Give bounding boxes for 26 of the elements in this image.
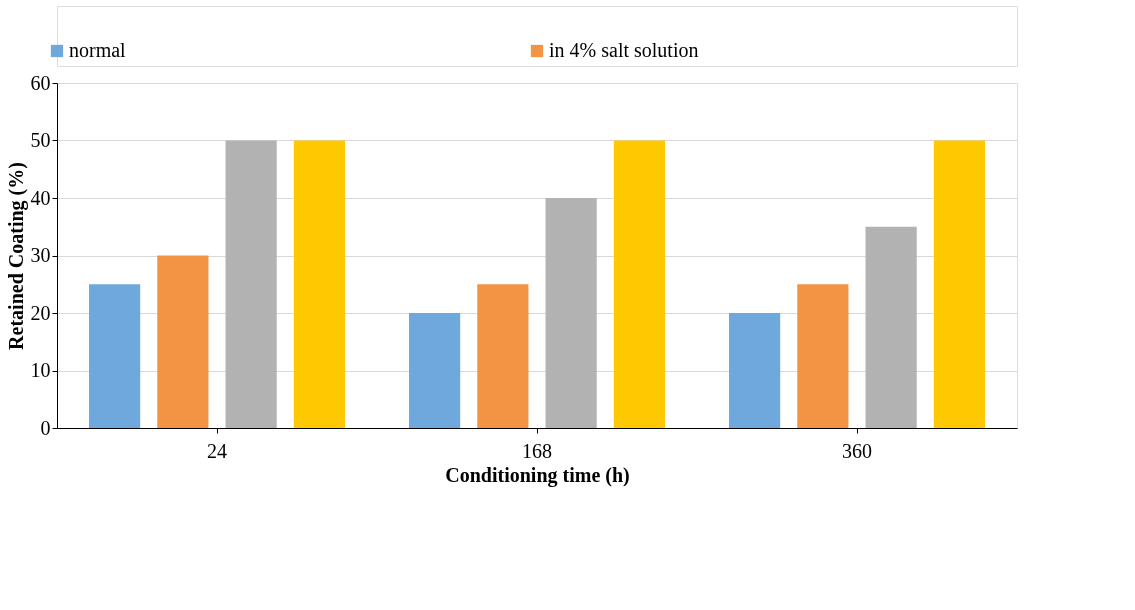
bar	[409, 313, 461, 428]
x-tick-label: 24	[207, 439, 227, 462]
y-tick-label: 10	[30, 359, 51, 381]
y-tick-label: 60	[30, 71, 51, 94]
x-tick-label: 360	[842, 439, 872, 462]
bar	[933, 140, 985, 428]
bar	[613, 140, 665, 428]
y-tick-label: 40	[30, 186, 51, 209]
x-tick-label: 168	[522, 439, 552, 462]
bar	[157, 255, 209, 428]
legend-label: in 4% salt solution	[549, 39, 699, 61]
y-tick-label: 0	[40, 416, 51, 439]
x-axis-title: Conditioning time (h)	[445, 463, 630, 487]
bar	[225, 140, 277, 428]
y-tick-label: 30	[30, 244, 51, 266]
bar	[477, 284, 529, 428]
bar	[545, 198, 597, 428]
bar	[293, 140, 345, 428]
bar	[729, 313, 781, 428]
y-tick-label: 20	[30, 301, 51, 324]
bar	[89, 284, 141, 428]
legend-label: normal	[69, 39, 127, 61]
y-tick-label: 50	[30, 129, 51, 151]
y-axis-title: Retained Coating (%)	[4, 162, 28, 350]
bar	[797, 284, 849, 428]
bar	[865, 226, 917, 428]
